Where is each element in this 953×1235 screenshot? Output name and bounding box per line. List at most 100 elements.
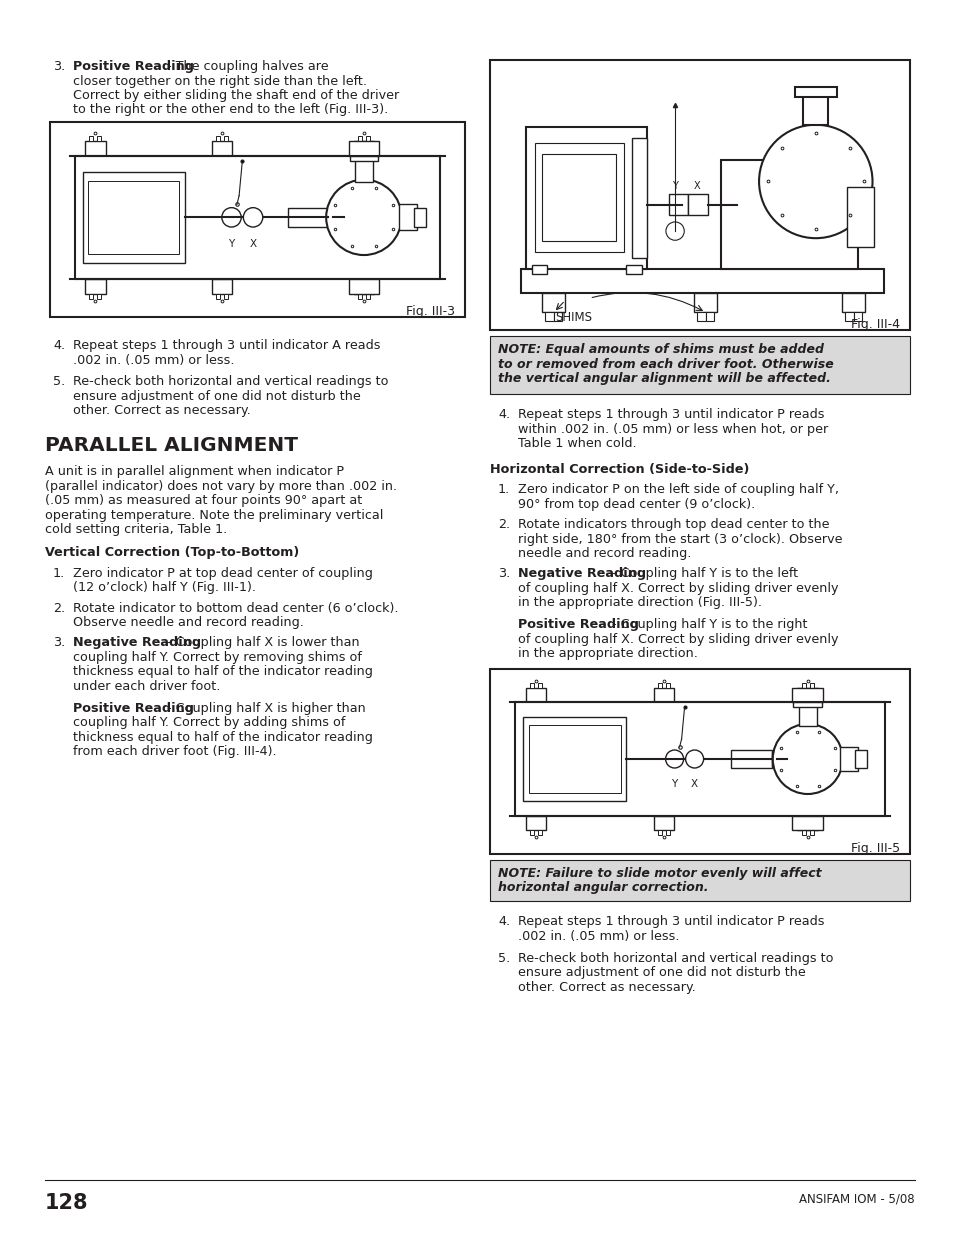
Bar <box>89 180 179 254</box>
Bar <box>653 688 674 701</box>
Text: coupling half Y. Correct by adding shims of: coupling half Y. Correct by adding shims… <box>73 716 345 729</box>
Text: X: X <box>250 240 256 249</box>
Bar <box>841 293 864 312</box>
Text: within .002 in. (.05 mm) or less when hot, or per: within .002 in. (.05 mm) or less when ho… <box>517 422 827 436</box>
Bar <box>705 312 714 321</box>
Text: 2.: 2. <box>497 519 510 531</box>
Text: right side, 180° from the start (3 o’clock). Observe: right side, 180° from the start (3 o’clo… <box>517 532 841 546</box>
Bar <box>793 701 821 706</box>
Text: Horizontal Correction (Side-to-Side): Horizontal Correction (Side-to-Side) <box>490 463 749 477</box>
Text: thickness equal to half of the indicator reading: thickness equal to half of the indicator… <box>73 666 373 678</box>
Bar <box>357 136 361 141</box>
Text: from each driver foot (Fig. III-4).: from each driver foot (Fig. III-4). <box>73 745 276 758</box>
Circle shape <box>326 179 401 256</box>
Text: Vertical Correction (Top-to-Bottom): Vertical Correction (Top-to-Bottom) <box>45 546 299 559</box>
Text: Repeat steps 1 through 3 until indicator P reads: Repeat steps 1 through 3 until indicator… <box>517 408 823 421</box>
Bar <box>90 294 93 299</box>
Bar <box>212 279 232 294</box>
Text: X: X <box>690 779 698 789</box>
Text: X: X <box>694 182 700 191</box>
Text: Fig. III-3: Fig. III-3 <box>406 305 455 319</box>
Bar <box>83 172 184 263</box>
Bar <box>697 312 705 321</box>
Bar <box>792 688 822 701</box>
Text: A unit is in parallel alignment when indicator P: A unit is in parallel alignment when ind… <box>45 466 344 478</box>
Bar <box>801 830 805 835</box>
Text: .002 in. (.05 mm) or less.: .002 in. (.05 mm) or less. <box>517 930 679 944</box>
Bar <box>85 141 106 156</box>
Text: PARALLEL ALIGNMENT: PARALLEL ALIGNMENT <box>45 436 297 456</box>
Bar <box>809 830 813 835</box>
Bar <box>846 186 873 247</box>
Text: under each driver foot.: under each driver foot. <box>73 679 220 693</box>
Text: Rotate indicators through top dead center to the: Rotate indicators through top dead cente… <box>517 519 828 531</box>
Bar <box>545 312 553 321</box>
Bar <box>523 718 625 802</box>
Text: thickness equal to half of the indicator reading: thickness equal to half of the indicator… <box>73 731 373 743</box>
Text: Y: Y <box>672 182 678 191</box>
Bar <box>798 706 816 726</box>
Text: of coupling half X. Correct by sliding driver evenly: of coupling half X. Correct by sliding d… <box>517 582 838 595</box>
Text: cold setting criteria, Table 1.: cold setting criteria, Table 1. <box>45 524 227 536</box>
Text: Table 1 when cold.: Table 1 when cold. <box>517 437 636 450</box>
Bar <box>525 816 545 830</box>
Text: to the right or the other end to the left (Fig. III-3).: to the right or the other end to the lef… <box>73 104 388 116</box>
Text: 4.: 4. <box>497 915 510 929</box>
Text: Re-check both horizontal and vertical readings to: Re-check both horizontal and vertical re… <box>517 952 833 965</box>
Text: 1.: 1. <box>497 483 510 496</box>
Text: Zero indicator P at top dead center of coupling: Zero indicator P at top dead center of c… <box>73 567 373 579</box>
Text: SHIMS: SHIMS <box>555 311 592 325</box>
Text: - Coupling half X is higher than: - Coupling half X is higher than <box>163 701 365 715</box>
Bar <box>490 860 909 902</box>
Text: 2.: 2. <box>53 601 65 615</box>
Text: Repeat steps 1 through 3 until indicator A reads: Repeat steps 1 through 3 until indicator… <box>73 340 380 352</box>
Text: Positive Reading: Positive Reading <box>73 61 193 73</box>
Text: Y: Y <box>228 240 234 249</box>
Bar <box>665 830 670 835</box>
Text: horizontal angular correction.: horizontal angular correction. <box>497 882 708 894</box>
Bar <box>535 143 623 252</box>
Bar <box>694 293 717 312</box>
Text: operating temperature. Note the preliminary vertical: operating temperature. Note the prelimin… <box>45 509 383 521</box>
Bar <box>490 336 909 394</box>
Bar <box>665 683 670 688</box>
Text: Re-check both horizontal and vertical readings to: Re-check both horizontal and vertical re… <box>73 375 388 388</box>
Text: .002 in. (.05 mm) or less.: .002 in. (.05 mm) or less. <box>73 353 234 367</box>
Text: NOTE: Failure to slide motor evenly will affect: NOTE: Failure to slide motor evenly will… <box>497 867 821 881</box>
Bar <box>531 266 547 274</box>
Text: - The coupling halves are: - The coupling halves are <box>163 61 328 73</box>
Bar <box>792 816 822 830</box>
Bar <box>224 136 228 141</box>
Bar <box>541 293 565 312</box>
Bar <box>541 154 615 242</box>
Text: of coupling half X. Correct by sliding driver evenly: of coupling half X. Correct by sliding d… <box>517 632 838 646</box>
Bar <box>525 688 545 701</box>
Circle shape <box>759 125 872 238</box>
Bar <box>794 86 836 98</box>
Text: (parallel indicator) does not vary by more than .002 in.: (parallel indicator) does not vary by mo… <box>45 479 396 493</box>
Bar <box>90 136 93 141</box>
Bar <box>398 205 416 230</box>
Bar <box>75 156 439 279</box>
Text: (12 o’clock) half Y (Fig. III-1).: (12 o’clock) half Y (Fig. III-1). <box>73 582 255 594</box>
Text: Correct by either sliding the shaft end of the driver: Correct by either sliding the shaft end … <box>73 89 399 103</box>
Text: - Coupling half Y is to the left: - Coupling half Y is to the left <box>607 568 798 580</box>
Bar <box>771 752 786 766</box>
Bar <box>687 194 707 215</box>
Bar <box>526 127 647 269</box>
Text: 1.: 1. <box>53 567 65 579</box>
Bar <box>529 830 533 835</box>
Bar <box>520 269 883 293</box>
Text: ensure adjustment of one did not disturb the: ensure adjustment of one did not disturb… <box>73 390 360 403</box>
Bar <box>348 279 378 294</box>
Bar <box>357 294 361 299</box>
Bar <box>631 138 647 258</box>
Bar <box>844 312 853 321</box>
Bar <box>215 294 220 299</box>
Circle shape <box>685 750 703 768</box>
Text: to or removed from each driver foot. Otherwise: to or removed from each driver foot. Oth… <box>497 357 833 370</box>
Bar <box>668 194 687 215</box>
Text: needle and record reading.: needle and record reading. <box>517 547 691 561</box>
Bar <box>626 266 641 274</box>
Bar <box>97 294 101 299</box>
